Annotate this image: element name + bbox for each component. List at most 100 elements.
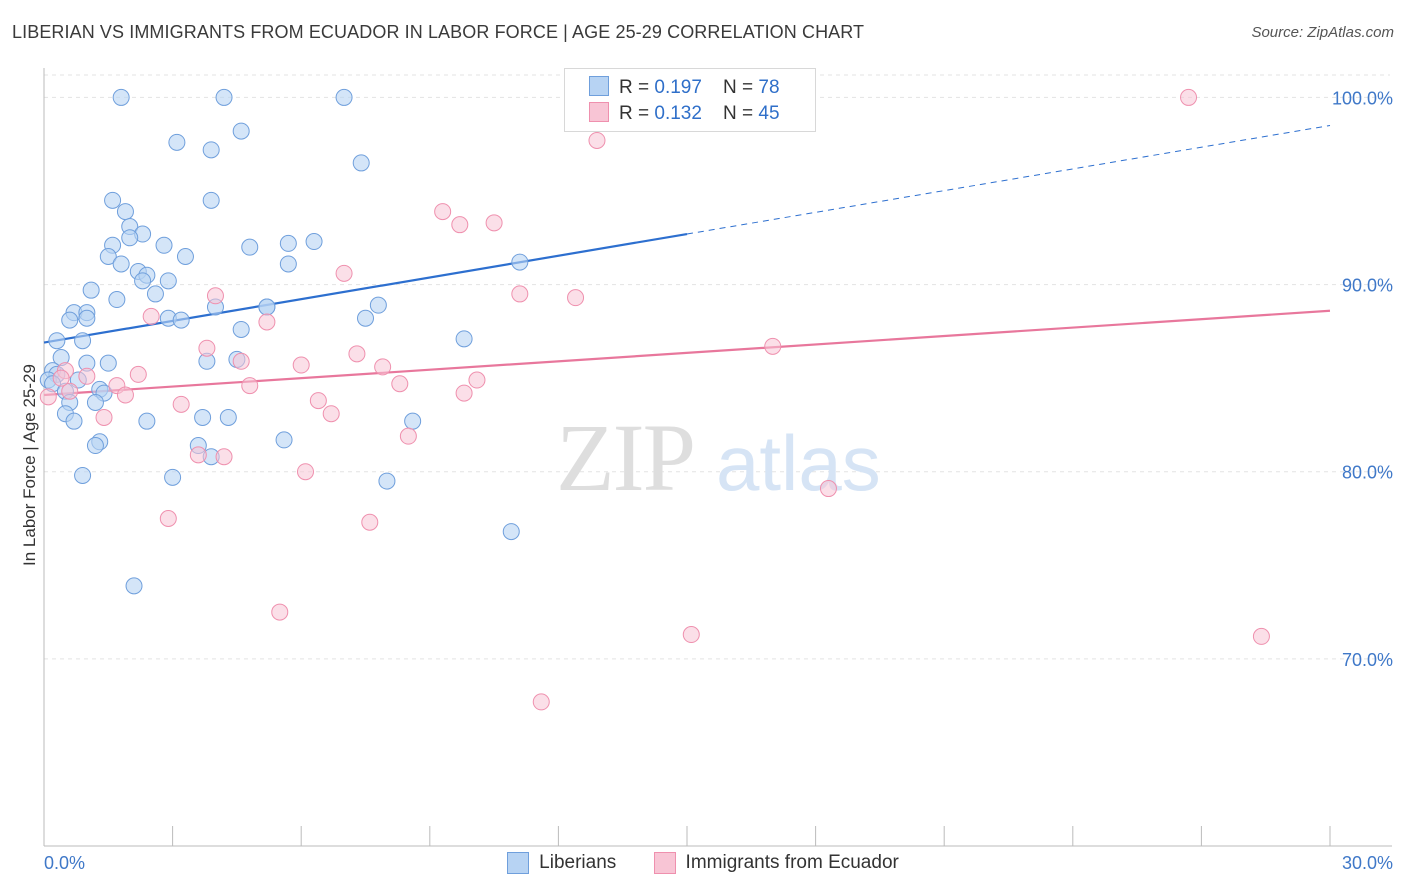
liberians-point [48,332,66,350]
liberians-point [275,431,293,449]
ecuador-point [215,448,233,466]
liberians-point [155,236,173,254]
liberians-point [74,466,92,484]
y-tick-label: 90.0% [1342,276,1393,296]
liberians-point [74,332,92,350]
liberians-point [112,88,130,106]
liberians-point [194,408,212,426]
liberians-point [202,141,220,159]
ecuador-point [232,352,250,370]
ecuador-point [399,427,417,445]
bottom-legend-liberians: Liberians [507,852,616,874]
legend-swatch-pink [589,102,609,122]
ecuador-point [95,408,113,426]
liberians-point [138,412,156,430]
liberians-point [86,393,104,411]
liberians-point [279,255,297,273]
ecuador-point [241,377,259,395]
ecuador-point [391,375,409,393]
ecuador-point [159,510,177,527]
x-tick-label: 30.0% [1342,853,1393,873]
ecuador-point [189,446,207,464]
ecuador-point [434,203,452,221]
ecuador-point [1252,627,1270,645]
source-label: Source: ZipAtlas.com [1251,24,1394,41]
trendline-ecuador [43,309,1331,397]
series-liberians [39,88,529,595]
legend-swatch-blue [507,852,530,874]
ecuador-point [567,289,585,307]
liberians-point [121,229,139,247]
chart-title: LIBERIAN VS IMMIGRANTS FROM ECUADOR IN L… [12,22,865,42]
ecuador-point [39,388,57,406]
liberians-point [511,253,529,271]
liberians-point [357,309,374,327]
legend: R = 0.197 N = 78 R = 0.132 N = 45 [564,68,816,132]
ecuador-point [129,365,147,383]
ecuador-point [271,603,289,621]
legend-n-value: 45 [758,103,780,124]
tick-labels: 70.0% 80.0% 90.0% 100.0% 0.0% 30.0% [44,88,1393,873]
ecuador-point [374,358,392,376]
watermark-atlas: atlas [716,419,881,507]
ecuador-point [198,339,216,357]
y-tick-label: 100.0% [1332,88,1393,108]
liberians-point [369,296,387,314]
series-ecuador [39,88,1270,711]
y-tick-label: 80.0% [1342,463,1393,483]
legend-r-label: R = [619,103,655,124]
ecuador-point [1180,88,1198,106]
liberians-point [352,154,370,172]
liberians-point [404,412,422,430]
ecuador-point [296,463,314,481]
ecuador-point [451,216,469,234]
trendline-liberians-projection [686,125,1331,235]
liberians-point [279,234,297,252]
ecuador-point [78,367,96,385]
ecuador-point [682,626,700,644]
ecuador-point [468,371,486,389]
ecuador-point [52,369,70,387]
ecuador-point [258,313,276,331]
ecuador-point [764,337,782,355]
ecuador-point [322,405,340,423]
ecuador-point [348,345,366,363]
liberians-point [335,88,353,106]
liberians-point [176,248,194,265]
liberians-point [164,468,182,486]
liberians-point [78,309,96,327]
liberians-point [146,285,164,303]
watermark-zip: ZIP [556,404,694,511]
liberians-point [241,238,259,256]
ecuador-point [206,287,224,305]
ecuador-point [588,131,606,149]
bottom-legend: Liberians Immigrants from Ecuador [0,852,1406,880]
liberians-point [202,191,220,209]
legend-r-value: 0.197 [654,77,702,98]
y-tick-label: 70.0% [1342,650,1393,670]
trendline-ecuador-solid [43,309,1331,397]
liberians-point [134,272,152,290]
bottom-legend-ecuador: Immigrants from Ecuador [653,852,899,874]
legend-n-label: N = [723,77,759,98]
ecuador-point [819,480,837,498]
legend-r-value: 0.132 [654,103,702,124]
ecuador-point [485,214,503,232]
liberians-point [168,133,186,151]
ecuador-point [61,382,79,400]
ecuador-point [292,356,310,374]
liberians-point [86,437,104,455]
y-axis-label: In Labor Force | Age 25-29 [20,364,39,566]
liberians-point [219,408,237,426]
liberians-point [82,281,100,299]
ecuador-point [335,264,353,282]
liberians-point [99,354,117,372]
liberians-point [215,88,233,106]
ecuador-point [361,513,379,531]
liberians-point [108,291,126,309]
bottom-legend-label: Immigrants from Ecuador [685,852,899,873]
liberians-point [104,191,122,209]
ecuador-point [116,386,134,404]
ecuador-point [511,285,529,303]
